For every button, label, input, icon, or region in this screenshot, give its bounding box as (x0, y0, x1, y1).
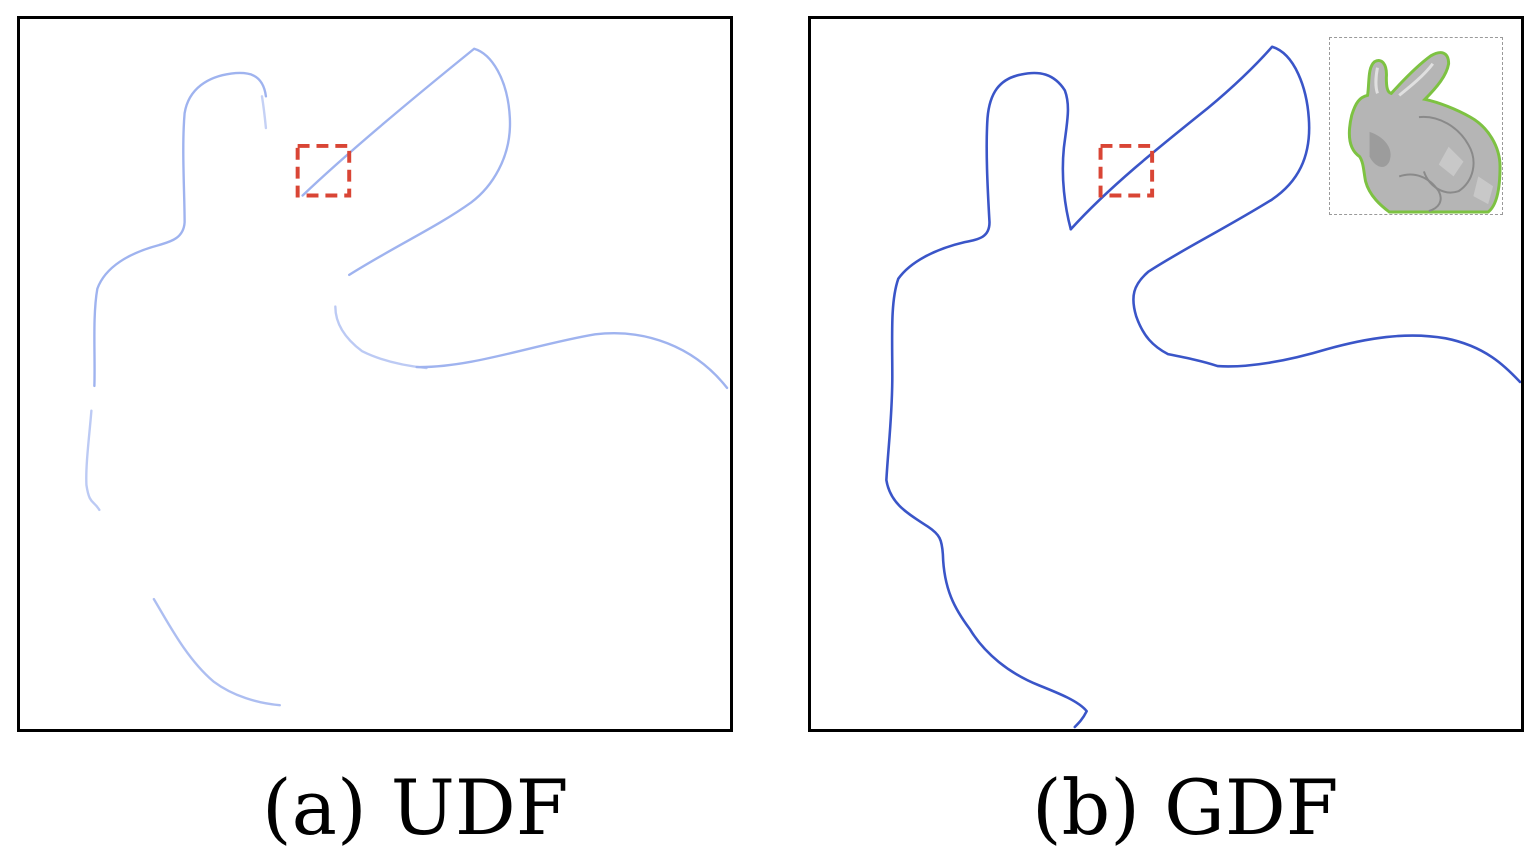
highlight-box (295, 143, 352, 198)
gdf-contour-segment (885, 71, 1088, 729)
udf-contour-segment (85, 409, 101, 512)
udf-contour-segment (152, 597, 281, 707)
udf-contour-segment (301, 47, 512, 277)
udf-contour-segment (415, 332, 729, 390)
bunny-inset (1329, 37, 1503, 215)
caption-gdf: (b) GDF (1032, 763, 1339, 852)
caption-udf: (a) UDF (262, 763, 569, 852)
bunny-mesh-icon (1347, 51, 1502, 214)
gdf-contour-plot (885, 45, 1521, 729)
panel-gdf (808, 16, 1524, 732)
udf-contour-plot (85, 47, 729, 707)
panel-udf (17, 16, 733, 732)
udf-contour-segment (260, 95, 268, 130)
udf-contour-segment (93, 71, 268, 388)
udf-contour-segment (334, 305, 428, 370)
highlight-box (1098, 143, 1155, 198)
gdf-contour-segment (1069, 45, 1521, 384)
